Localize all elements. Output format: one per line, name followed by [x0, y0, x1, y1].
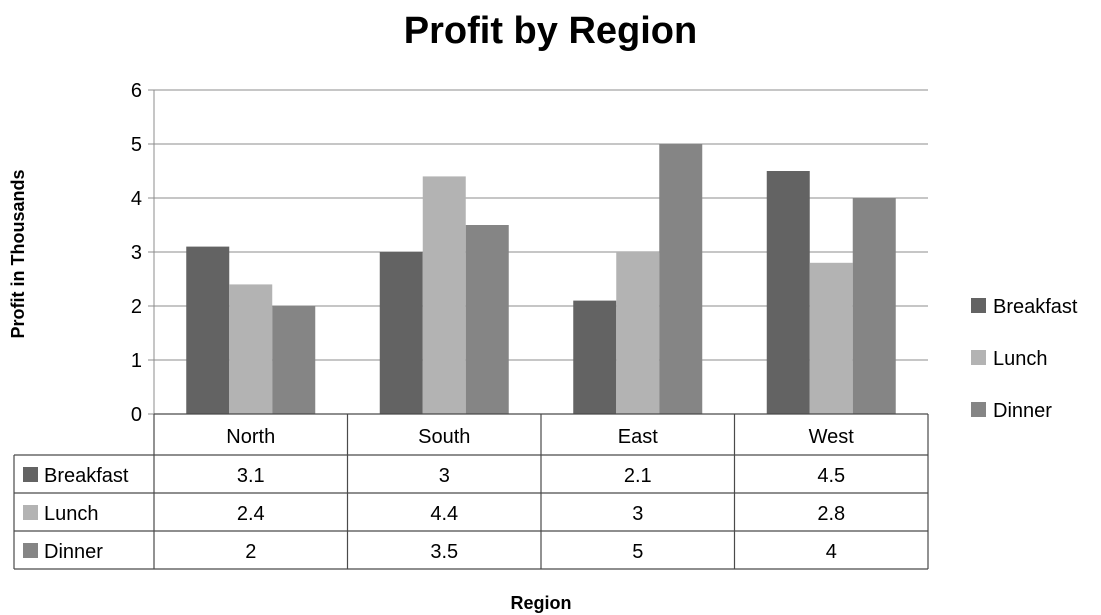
y-tick-label: 5: [131, 134, 142, 156]
table-value: 3.1: [237, 465, 265, 487]
table-legend-swatch: [23, 467, 38, 482]
table-value: 4.4: [430, 503, 458, 525]
table-value: 3: [632, 503, 643, 525]
y-tick-label: 0: [131, 404, 142, 426]
bar-group: [186, 144, 896, 414]
x-category-label: South: [418, 426, 470, 448]
bar-lunch-north: [229, 284, 273, 414]
table-series-name: Dinner: [44, 541, 103, 563]
y-axis: 0 1 2 3 4 5 6: [131, 80, 155, 426]
bar-dinner-east: [659, 144, 703, 414]
legend-swatch-dinner: [971, 402, 986, 417]
legend-swatch-breakfast: [971, 298, 986, 313]
bar-breakfast-west: [766, 171, 810, 414]
bar-breakfast-south: [379, 252, 423, 414]
bar-lunch-east: [616, 252, 660, 414]
y-tick-label: 2: [131, 296, 142, 318]
table-value: 2.4: [237, 503, 265, 525]
x-axis-title: Region: [511, 593, 572, 613]
bar-dinner-west: [852, 198, 896, 414]
legend-label-breakfast: Breakfast: [993, 296, 1078, 318]
bar-dinner-north: [272, 306, 316, 414]
y-tick-label: 4: [131, 188, 142, 210]
y-tick-label: 1: [131, 350, 142, 372]
table-value: 4: [826, 541, 837, 563]
legend-swatch-lunch: [971, 350, 986, 365]
table-value: 3: [439, 465, 450, 487]
legend: Breakfast Lunch Dinner: [971, 296, 1078, 422]
table-value: 3.5: [430, 541, 458, 563]
table-series-name: Breakfast: [44, 465, 129, 487]
y-tick-label: 6: [131, 80, 142, 102]
table-legend-swatch: [23, 505, 38, 520]
bar-dinner-south: [465, 225, 509, 414]
x-category-label: West: [809, 426, 855, 448]
chart-title: Profit by Region: [403, 10, 698, 52]
bar-lunch-west: [809, 262, 853, 414]
table-value: 2: [245, 541, 256, 563]
table-series-name: Lunch: [44, 503, 99, 525]
bar-lunch-south: [422, 176, 466, 414]
table-value: 5: [632, 541, 643, 563]
y-axis-title: Profit in Thousands: [8, 170, 28, 339]
legend-label-lunch: Lunch: [993, 348, 1048, 370]
legend-label-dinner: Dinner: [993, 400, 1052, 422]
table-value: 4.5: [817, 465, 845, 487]
table-legend-swatch: [23, 543, 38, 558]
x-category-label: North: [226, 426, 275, 448]
table-value: 2.8: [817, 503, 845, 525]
bar-breakfast-north: [186, 246, 230, 414]
x-category-label: East: [618, 426, 658, 448]
y-tick-label: 3: [131, 242, 142, 264]
table-value: 2.1: [624, 465, 652, 487]
bar-breakfast-east: [573, 300, 617, 414]
data-table: North South East West Breakfast 3.1 3 2.1 4.5 Lun…: [13, 413, 929, 570]
